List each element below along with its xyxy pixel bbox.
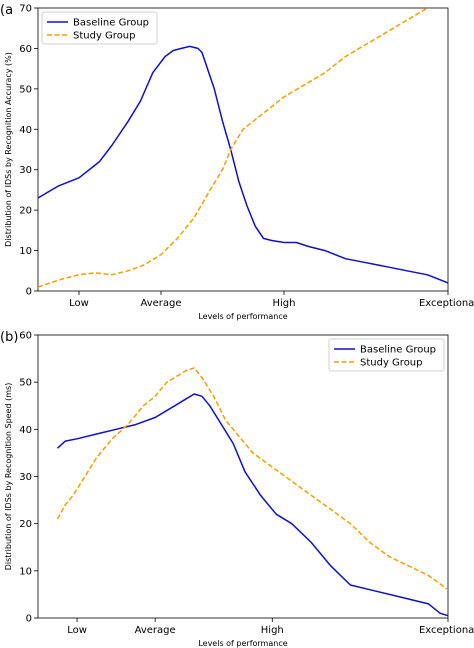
series-line-study-group (56, 367, 448, 591)
y-tick-label: 10 (19, 246, 32, 257)
y-tick-label: 30 (19, 472, 32, 483)
legend-box (328, 338, 445, 372)
legend-label: Study Group (360, 358, 423, 369)
legend-label: Study Group (73, 31, 136, 42)
chart-panel-1: 0 10 20 30 40 50 60 70 Low Average High Exceptional… (0, 3, 474, 321)
x-tick-label: Exceptional (419, 625, 474, 636)
series-line-study-group (38, 8, 430, 288)
y-tick-label: 20 (19, 206, 32, 217)
y-tick-label: 60 (19, 331, 32, 342)
plot-frame (37, 7, 449, 292)
panel-label: (b) (0, 330, 18, 345)
y-tick-label: 30 (19, 165, 32, 176)
y-tick-label: 0 (26, 614, 32, 625)
y-tick-label: 40 (19, 425, 32, 436)
legend-box (41, 11, 158, 45)
y-tick-label: 10 (19, 566, 32, 577)
y-axis-label: Distribution of IDSs by Recognition Accu… (4, 52, 13, 247)
y-tick-label: 0 (26, 287, 32, 298)
x-tick-label: High (273, 298, 296, 309)
plot-frame (37, 334, 449, 619)
y-tick-label: 40 (19, 125, 32, 136)
x-tick-label: Average (135, 625, 176, 636)
x-tick-label: Average (140, 298, 181, 309)
y-tick-label: 60 (19, 44, 32, 55)
y-tick-label: 20 (19, 519, 32, 530)
y-axis-label: Distribution of IDSs by Recognition Spee… (4, 383, 13, 571)
y-tick-label: 50 (19, 84, 32, 95)
x-axis-label: Levels of performance (198, 639, 287, 648)
series-line-baseline-group (56, 393, 448, 617)
x-axis-label: Levels of performance (198, 312, 287, 321)
legend: Baseline Group Study Group (328, 338, 445, 372)
legend: Baseline Group Study Group (41, 11, 158, 45)
legend-label: Baseline Group (360, 345, 436, 356)
x-tick-label: Low (67, 625, 87, 636)
x-tick-label: Exceptional (419, 298, 474, 309)
x-tick-label: Low (69, 298, 89, 309)
legend-label: Baseline Group (73, 18, 149, 29)
panel-label: (a (0, 3, 13, 18)
y-tick-label: 50 (19, 378, 32, 389)
x-tick-label: High (261, 625, 284, 636)
chart-panel-2: 0 10 20 30 40 50 60 Low Average High Exceptional Le… (0, 330, 474, 648)
series-line-baseline-group (38, 45, 448, 284)
y-tick-label: 70 (19, 4, 32, 15)
